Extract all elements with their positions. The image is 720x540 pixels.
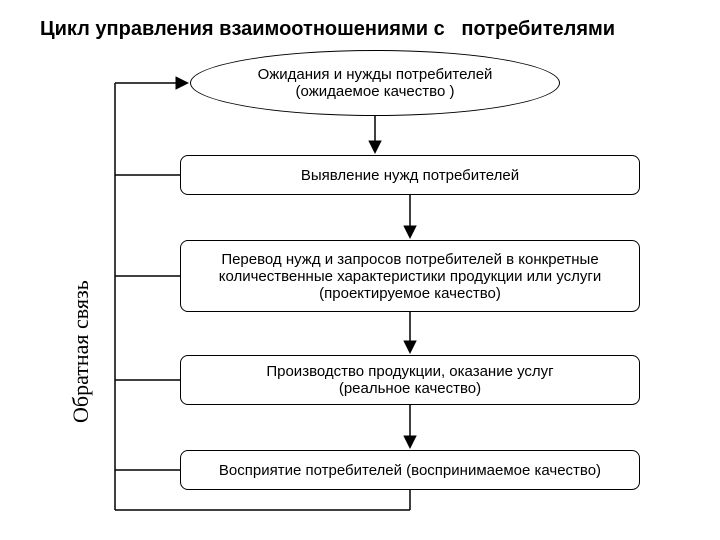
box2-text: Перевод нужд и запросов потребителей в к… bbox=[191, 251, 629, 302]
page-title: Цикл управления взаимоотношениями с потр… bbox=[40, 18, 700, 41]
box-identify-needs: Выявление нужд потребителей bbox=[180, 155, 640, 195]
box-production: Производство продукции, оказание услуг (… bbox=[180, 355, 640, 405]
box-translate-needs: Перевод нужд и запросов потребителей в к… bbox=[180, 240, 640, 312]
box4-text: Восприятие потребителей (воспринимаемое … bbox=[219, 462, 601, 479]
ellipse-line2: (ожидаемое качество ) bbox=[258, 83, 493, 100]
feedback-label: Обратная связь bbox=[68, 228, 94, 423]
box-perception: Восприятие потребителей (воспринимаемое … bbox=[180, 450, 640, 490]
ellipse-expectations: Ожидания и нужды потребителей (ожидаемое… bbox=[190, 50, 560, 116]
box1-text: Выявление нужд потребителей bbox=[301, 167, 519, 184]
box3-line1: Производство продукции, оказание услуг bbox=[266, 363, 553, 380]
box3-line2: (реальное качество) bbox=[266, 380, 553, 397]
ellipse-line1: Ожидания и нужды потребителей bbox=[258, 66, 493, 83]
